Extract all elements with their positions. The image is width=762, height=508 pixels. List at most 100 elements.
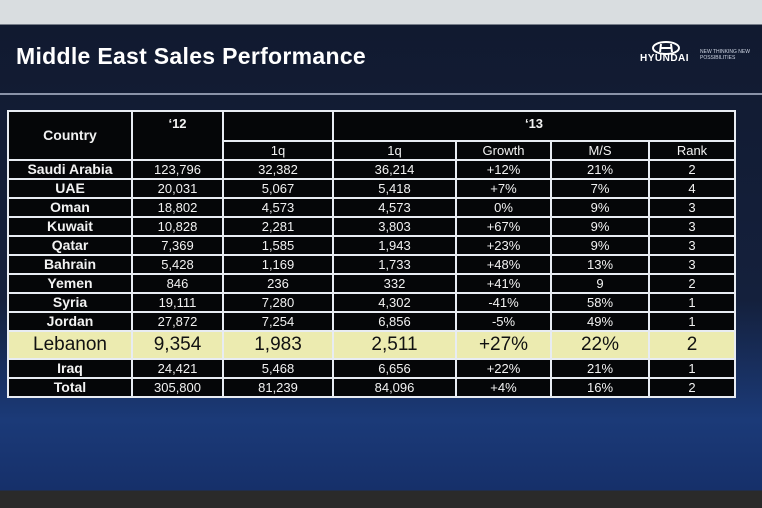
table-row: Kuwait 10,828 2,281 3,803 +67% 9% 3 [7,216,737,237]
value-cell: 846 [131,273,224,294]
value-cell: 21% [550,159,650,180]
country-cell: Oman [7,197,133,218]
brand-tagline: NEW THINKING NEW POSSIBILITIES [700,49,750,61]
value-cell: 4,573 [222,197,334,218]
table-row: Jordan 27,872 7,254 6,856 -5% 49% 1 [7,311,737,332]
value-cell: 5,468 [222,358,334,379]
slide: Middle East Sales Performance HYUNDAI NE… [0,25,762,490]
value-cell: 2,511 [332,330,457,360]
table-row: Qatar 7,369 1,585 1,943 +23% 9% 3 [7,235,737,256]
country-cell: Lebanon [7,330,133,360]
value-cell: 9% [550,235,650,256]
value-cell: +23% [455,235,552,256]
value-cell: 1 [647,358,737,379]
value-cell: 1,169 [222,254,334,275]
header-cell [222,110,334,142]
country-cell: Iraq [7,358,133,379]
table-row: Yemen 846 236 332 +41% 9 2 [7,273,737,294]
value-cell: +67% [455,216,552,237]
table-row: Saudi Arabia 123,796 32,382 36,214 +12% 21% 2 [7,159,737,180]
header-cell: Country [7,110,133,161]
header-row: 1q 1q Growth M/S Rank [8,140,737,161]
country-cell: Saudi Arabia [7,159,133,180]
value-cell: 1,733 [332,254,457,275]
value-cell: 6,856 [332,311,457,332]
value-cell: 16% [550,377,650,398]
header-cell: M/S [550,140,650,161]
value-cell: -41% [455,292,552,313]
title-rule [0,93,762,95]
value-cell: 13% [550,254,650,275]
table-row: Syria 19,111 7,280 4,302 -41% 58% 1 [7,292,737,313]
value-cell: 3 [647,216,737,237]
header-cell: Growth [455,140,552,161]
value-cell: 9,354 [131,330,224,360]
value-cell: 18,802 [131,197,224,218]
table-row: Bahrain 5,428 1,169 1,733 +48% 13% 3 [7,254,737,275]
value-cell: 49% [550,311,650,332]
country-cell: UAE [7,178,133,199]
value-cell: 9% [550,197,650,218]
country-cell: Qatar [7,235,133,256]
table-row: UAE 20,031 5,067 5,418 +7% 7% 4 [7,178,737,199]
value-cell: 2 [647,377,737,398]
value-cell: 5,418 [332,178,457,199]
value-cell: 6,656 [332,358,457,379]
country-cell: Bahrain [7,254,133,275]
value-cell: +48% [455,254,552,275]
value-cell: 3,803 [332,216,457,237]
value-cell: 27,872 [131,311,224,332]
slide-title: Middle East Sales Performance [16,43,367,69]
value-cell: 4,573 [332,197,457,218]
value-cell: 3 [647,254,737,275]
value-cell: 332 [332,273,457,294]
value-cell: 22% [550,330,650,360]
value-cell: 236 [222,273,334,294]
value-cell: +7% [455,178,552,199]
table-row: Oman 18,802 4,573 4,573 0% 9% 3 [7,197,737,218]
value-cell: 81,239 [222,377,334,398]
table-row: Total 305,800 81,239 84,096 +4% 16% 2 [7,377,737,398]
value-cell: 4 [647,178,737,199]
header-cell: ‘12 [131,110,224,161]
country-cell: Syria [7,292,133,313]
value-cell: +22% [455,358,552,379]
value-cell: 2,281 [222,216,334,237]
value-cell: 84,096 [332,377,457,398]
country-cell: Yemen [7,273,133,294]
value-cell: 32,382 [222,159,334,180]
country-cell: Jordan [7,311,133,332]
country-cell: Kuwait [7,216,133,237]
value-cell: 2 [647,159,737,180]
table-row: Iraq 24,421 5,468 6,656 +22% 21% 1 [7,358,737,379]
value-cell: 36,214 [332,159,457,180]
value-cell: 20,031 [131,178,224,199]
sales-table: Country ‘12 ‘13 1q 1q Growth M/S Rank Saudi Arab… [7,110,737,398]
value-cell: 10,828 [131,216,224,237]
value-cell: +4% [455,377,552,398]
value-cell: 3 [647,235,737,256]
value-cell: 0% [455,197,552,218]
value-cell: 3 [647,197,737,218]
value-cell: 9% [550,216,650,237]
value-cell: 5,067 [222,178,334,199]
value-cell: 9 [550,273,650,294]
value-cell: +12% [455,159,552,180]
value-cell: 7,254 [222,311,334,332]
value-cell: 1 [647,311,737,332]
value-cell: 2 [647,330,737,360]
brand-logo [652,41,680,55]
value-cell: 305,800 [131,377,224,398]
value-cell: 2 [647,273,737,294]
value-cell: 21% [550,358,650,379]
header-cell: ‘13 [331,110,737,142]
value-cell: 19,111 [131,292,224,313]
country-cell: Total [7,377,133,398]
value-cell: +41% [455,273,552,294]
value-cell: 7,369 [131,235,224,256]
value-cell: -5% [455,311,552,332]
value-cell: 4,302 [332,292,457,313]
value-cell: +27% [455,330,552,360]
value-cell: 5,428 [131,254,224,275]
